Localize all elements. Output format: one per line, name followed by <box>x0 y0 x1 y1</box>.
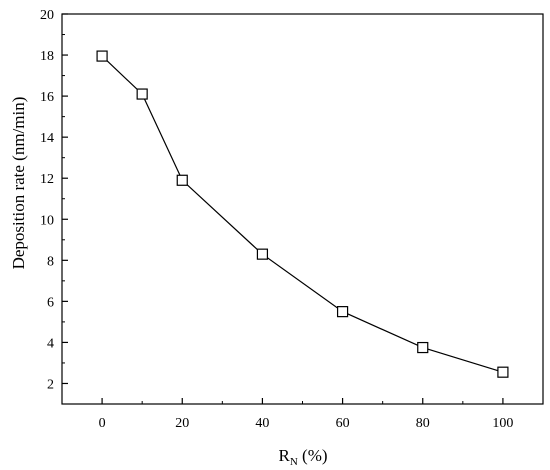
y-tick-label: 12 <box>40 172 54 187</box>
y-tick-label: 8 <box>47 254 54 269</box>
y-tick-label: 4 <box>47 336 54 351</box>
plot-area-border <box>61 13 544 405</box>
data-point-marker <box>256 248 269 260</box>
data-point-marker <box>336 306 349 318</box>
x-tick-label: 60 <box>336 416 350 431</box>
y-tick-label: 20 <box>40 8 54 23</box>
data-point-marker <box>417 341 429 354</box>
series-line <box>101 55 504 373</box>
x-axis-title-main: R <box>278 446 290 465</box>
x-tick-label: 40 <box>255 416 269 431</box>
y-tick-label: 10 <box>40 213 54 228</box>
y-tick-label: 6 <box>47 295 54 310</box>
y-axis-title: Deposition rate (nm/min) <box>9 97 28 270</box>
x-axis: 0 20 40 60 80 100 <box>99 398 513 431</box>
data-point-marker <box>497 366 509 378</box>
y-axis: 2 4 6 8 10 12 14 16 18 20 <box>40 8 68 405</box>
x-tick-label: 20 <box>175 416 189 431</box>
y-tick-label: 16 <box>40 90 54 105</box>
x-axis-title-suffix: (%) <box>298 446 328 465</box>
x-axis-title-subscript: N <box>290 456 298 468</box>
data-point-marker <box>176 174 188 186</box>
x-tick-label: 0 <box>99 416 106 431</box>
x-tick-label: 80 <box>416 416 430 431</box>
y-tick-label: 2 <box>47 377 54 392</box>
x-axis-title: RN (%) <box>278 446 327 468</box>
plot-frame <box>61 13 544 405</box>
data-point-marker <box>136 88 148 100</box>
data-point-marker <box>96 50 108 62</box>
y-tick-label: 18 <box>40 49 54 64</box>
y-tick-label: 14 <box>40 131 54 146</box>
x-tick-label: 100 <box>492 416 513 431</box>
data-series <box>96 50 509 378</box>
